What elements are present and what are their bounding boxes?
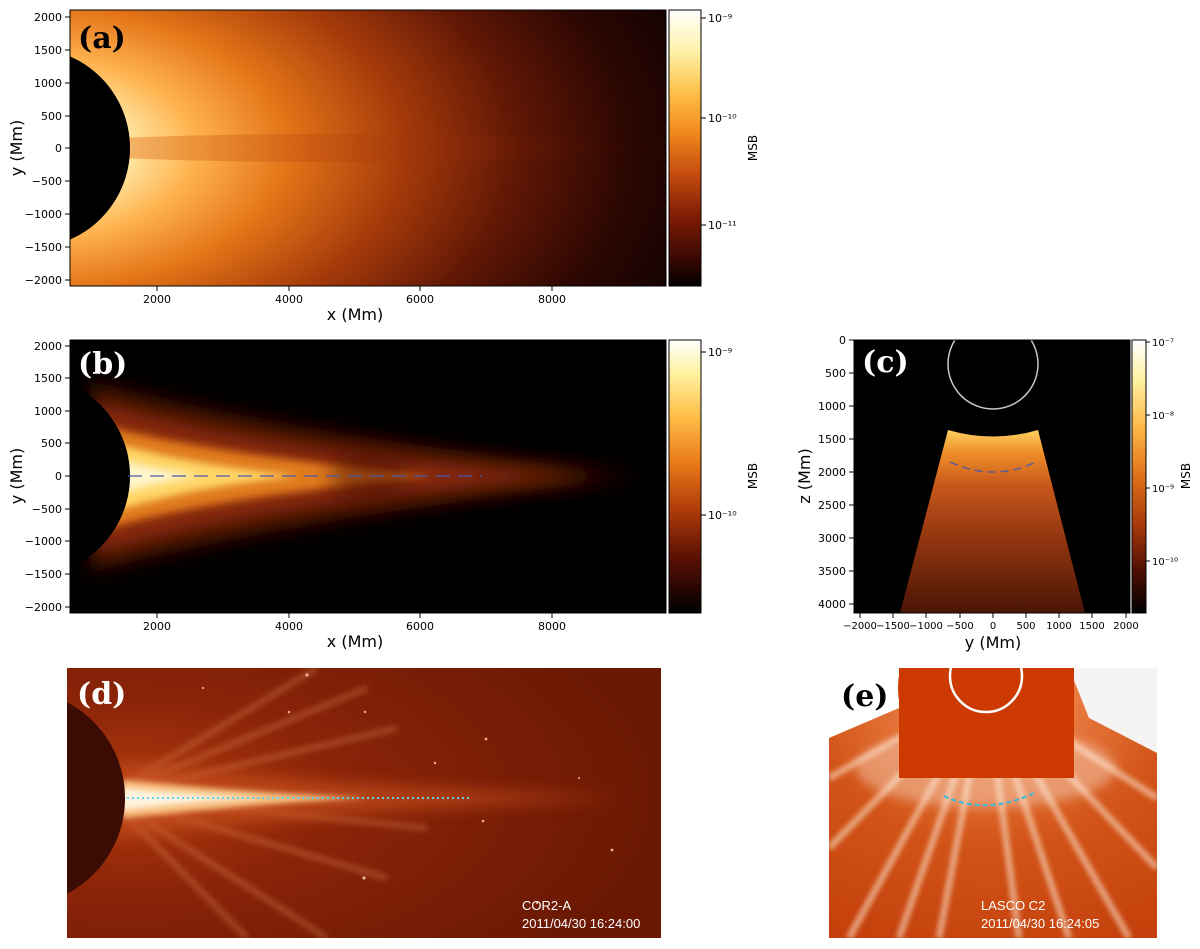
y-axis-label: y (Mm) [7, 120, 26, 176]
x-axis-label: y (Mm) [965, 633, 1021, 652]
y-tick-label: −1000 [25, 208, 62, 221]
panel-e: (e) LASCO C2 2011/04/30 16:24:05 [829, 668, 1157, 938]
y-tick-label: 1500 [818, 433, 846, 446]
colorbar-tick-label: 10⁻⁹ [708, 12, 732, 25]
x-tick-label: 2000 [1113, 621, 1138, 632]
x-tick-label: 1000 [1046, 621, 1071, 632]
panel-d: (d) COR2-A 2011/04/30 16:24:00 [67, 668, 661, 938]
x-tick-label: 8000 [538, 620, 566, 633]
colorbar-tick-label: 10⁻¹⁰ [708, 112, 737, 125]
colorbar [1131, 339, 1147, 614]
colorbar-tick-label: 10⁻⁷ [1152, 338, 1174, 349]
y-tick-label: 4000 [818, 598, 846, 611]
x-tick-label: −500 [946, 621, 973, 632]
y-tick-label: 2500 [818, 499, 846, 512]
x-tick-label: 8000 [538, 293, 566, 306]
x-axis-label: x (Mm) [327, 632, 383, 650]
model-front-dashed-arc [949, 461, 1037, 473]
y-tick-label: −1000 [25, 535, 62, 548]
x-axis-label: x (Mm) [327, 305, 383, 324]
x-tick-label: 2000 [143, 620, 171, 633]
y-tick-label: 2000 [34, 340, 62, 353]
colorbar-tick-label: 10⁻¹⁰ [1152, 557, 1178, 568]
x-tick-label: 500 [1016, 621, 1035, 632]
x-tick-label: −1000 [909, 621, 943, 632]
instrument-label: COR2-A [522, 898, 571, 913]
y-axis-label: y (Mm) [7, 448, 26, 504]
instrument-label: LASCO C2 [981, 898, 1045, 913]
timestamp-label: 2011/04/30 16:24:00 [522, 916, 640, 931]
y-tick-label: −1500 [25, 568, 62, 581]
panel-letter: (a) [78, 21, 126, 56]
colorbar [668, 9, 702, 287]
y-tick-label: −2000 [25, 601, 62, 614]
y-tick-label: 1500 [34, 372, 62, 385]
y-tick-label: 0 [839, 334, 846, 347]
y-tick-label: 2000 [818, 466, 846, 479]
x-tick-label: 6000 [406, 620, 434, 633]
panel-c: 0 500 1000 1500 2000 2500 3000 3500 4000… [795, 334, 1193, 652]
x-tick-label: 2000 [143, 293, 171, 306]
panel-letter: (c) [862, 345, 909, 380]
panel-b: 2000 4000 6000 8000 x (Mm) 2000 1500 100… [7, 339, 760, 650]
colorbar-label: MSB [1179, 463, 1193, 489]
y-tick-label: −500 [32, 503, 62, 516]
x-tick-label: 1500 [1079, 621, 1104, 632]
y-axis-label: z (Mm) [795, 448, 814, 503]
panel-letter: (b) [78, 347, 127, 382]
y-tick-label: 1000 [34, 77, 62, 90]
y-tick-label: 500 [41, 110, 62, 123]
colorbar-label: MSB [746, 135, 760, 161]
y-tick-label: 1000 [34, 405, 62, 418]
y-tick-label: 0 [55, 470, 62, 483]
y-tick-label: −2000 [25, 274, 62, 287]
panel-a: 2000 4000 6000 8000 x (Mm) 2000 1500 100… [7, 9, 760, 324]
x-tick-label: 6000 [406, 293, 434, 306]
y-tick-label: 1000 [818, 400, 846, 413]
colorbar-tick-label: 10⁻⁹ [708, 346, 732, 359]
x-tick-label: 4000 [275, 293, 303, 306]
colorbar-tick-label: 10⁻⁹ [1152, 484, 1174, 495]
x-tick-label: −2000 [843, 621, 877, 632]
y-tick-label: −1500 [25, 241, 62, 254]
y-tick-label: 500 [41, 437, 62, 450]
colorbar-tick-label: 10⁻⁸ [1152, 411, 1174, 422]
colorbar [668, 339, 702, 614]
y-tick-label: 3000 [818, 532, 846, 545]
colorbar-tick-label: 10⁻¹⁰ [708, 509, 737, 522]
y-tick-label: 3500 [818, 565, 846, 578]
timestamp-label: 2011/04/30 16:24:05 [981, 916, 1099, 931]
occulter-disk [67, 702, 125, 894]
x-tick-label: −1500 [876, 621, 910, 632]
y-tick-label: 2000 [34, 11, 62, 24]
x-tick-label: 0 [990, 621, 996, 632]
x-tick-label: 4000 [275, 620, 303, 633]
colorbar-tick-label: 10⁻¹¹ [708, 219, 737, 232]
panel-letter: (d) [77, 677, 126, 712]
y-tick-label: 1500 [34, 44, 62, 57]
y-tick-label: 500 [825, 367, 846, 380]
emission-cone [900, 430, 1085, 613]
sun-limb-circle [947, 340, 1039, 410]
y-tick-label: 0 [55, 142, 62, 155]
y-tick-label: −500 [32, 175, 62, 188]
colorbar-label: MSB [746, 463, 760, 489]
sun-limb-circle [948, 668, 1024, 714]
panel-letter: (e) [841, 679, 888, 714]
observed-front-dashed-arc [943, 792, 1035, 807]
